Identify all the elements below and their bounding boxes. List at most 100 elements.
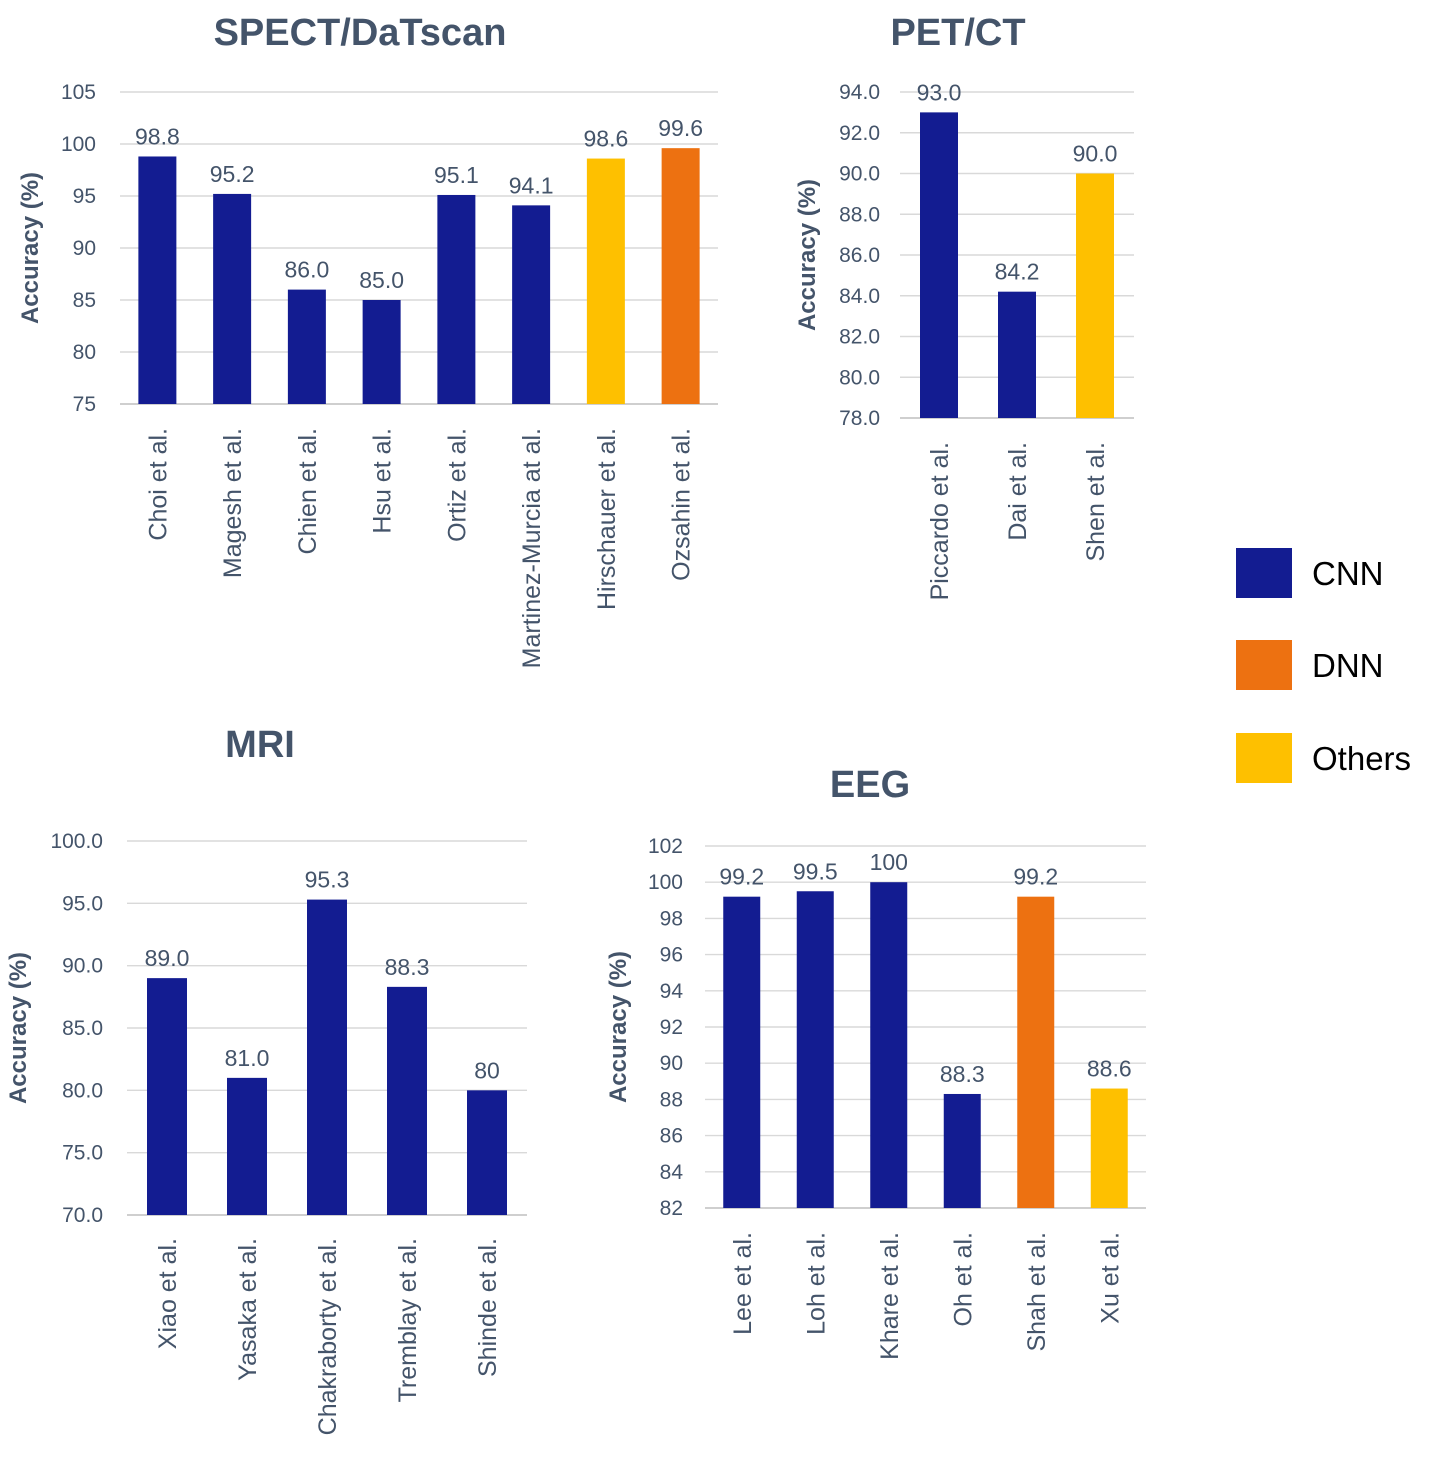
y-tick-label: 94 <box>660 980 684 1003</box>
data-label: 99.6 <box>658 115 703 141</box>
category-label: Shinde et al. <box>474 1238 502 1377</box>
category-label: Hsu et al. <box>369 428 397 534</box>
y-axis-title: Accuracy (%) <box>5 952 32 1104</box>
bar <box>723 896 761 1208</box>
category-label: Chien et al. <box>294 428 322 554</box>
data-label: 84.2 <box>995 259 1040 285</box>
y-axis-title: Accuracy (%) <box>794 179 821 331</box>
category-label: Tremblay et al. <box>394 1238 422 1402</box>
bar <box>920 112 958 418</box>
y-axis-title: Accuracy (%) <box>605 951 632 1103</box>
data-label: 95.1 <box>434 162 479 188</box>
category-label: Piccardo et al. <box>926 442 954 600</box>
data-label: 88.3 <box>940 1061 985 1087</box>
y-tick-label: 82.0 <box>839 326 880 349</box>
category-label: Yasaka et al. <box>234 1238 262 1381</box>
bar <box>512 205 551 404</box>
category-label: Loh et al. <box>802 1232 830 1335</box>
chart-title: EEG <box>830 764 910 806</box>
category-label: Oh et al. <box>949 1232 977 1327</box>
y-tick-label: 105 <box>61 81 96 104</box>
category-label: Choi et al. <box>144 428 172 541</box>
data-label: 88.3 <box>385 954 430 980</box>
y-tick-label: 80.0 <box>62 1079 103 1102</box>
bar <box>796 891 834 1208</box>
chart-title: PET/CT <box>890 12 1025 54</box>
y-tick-label: 75.0 <box>62 1142 103 1165</box>
y-tick-label: 95 <box>73 185 96 208</box>
y-tick-label: 80.0 <box>839 366 880 389</box>
bar <box>362 300 401 404</box>
y-tick-label: 84 <box>660 1161 684 1184</box>
bar <box>998 291 1036 418</box>
bar <box>227 1077 267 1215</box>
bar <box>586 158 625 404</box>
y-tick-label: 90.0 <box>62 955 103 978</box>
data-label: 98.6 <box>583 126 628 152</box>
y-tick-label: 85 <box>73 289 96 312</box>
data-label: 88.6 <box>1087 1056 1132 1082</box>
bar <box>437 194 476 404</box>
y-tick-label: 98 <box>660 907 683 930</box>
category-label: Dai et al. <box>1004 442 1032 541</box>
bar <box>943 1093 981 1208</box>
y-tick-label: 100.0 <box>50 830 103 853</box>
data-label: 99.2 <box>1013 864 1058 890</box>
y-tick-label: 90 <box>660 1052 683 1075</box>
legend-item-cnn: CNN <box>1236 548 1384 598</box>
category-label: Xiao et al. <box>154 1238 182 1349</box>
chart-1: 78.0 80.0 82.0 84.0 86.0 88.0 90.0 92.0 94.0 93.0… <box>794 12 1134 600</box>
legend-item-others: Others <box>1236 733 1411 783</box>
y-tick-label: 100 <box>648 871 683 894</box>
legend-label: Others <box>1312 740 1411 777</box>
category-label: Xu et al. <box>1096 1232 1124 1324</box>
y-tick-label: 88.0 <box>839 203 880 226</box>
bar <box>387 986 427 1215</box>
bar <box>147 978 187 1215</box>
legend-item-dnn: DNN <box>1236 640 1384 690</box>
data-label: 98.8 <box>135 123 180 149</box>
bar <box>1090 1088 1128 1208</box>
bar <box>870 882 908 1208</box>
y-tick-label: 100 <box>61 133 96 156</box>
y-tick-label: 95.0 <box>62 892 103 915</box>
data-label: 85.0 <box>359 267 404 293</box>
category-label: Chakraborty et al. <box>314 1238 342 1435</box>
category-label: Hirschauer et al. <box>593 428 621 610</box>
legend-swatch <box>1236 733 1292 783</box>
chart-title: MRI <box>225 724 295 766</box>
data-label: 99.5 <box>793 858 838 884</box>
data-label: 89.0 <box>145 945 190 971</box>
legend-label: DNN <box>1312 647 1384 684</box>
bar <box>661 148 700 404</box>
y-tick-label: 102 <box>648 835 683 858</box>
legend: CNN DNN Others <box>1236 548 1411 783</box>
category-label: Ortiz et al. <box>443 428 471 542</box>
data-label: 94.1 <box>509 172 554 198</box>
chart-3: 82 84 86 88 90 92 94 96 98 100 102 99.2 Lee et al. 99… <box>605 764 1146 1360</box>
bar <box>307 899 347 1215</box>
data-label: 81.0 <box>225 1045 270 1071</box>
bar <box>1076 173 1114 418</box>
legend-swatch <box>1236 548 1292 598</box>
y-tick-label: 85.0 <box>62 1017 103 1040</box>
category-label: Khare et al. <box>876 1232 904 1360</box>
y-tick-label: 86.0 <box>839 244 880 267</box>
bar <box>467 1090 507 1215</box>
data-label: 95.3 <box>305 867 350 893</box>
data-label: 86.0 <box>284 257 329 283</box>
category-label: Lee et al. <box>729 1232 757 1335</box>
bar <box>287 289 326 404</box>
y-tick-label: 92.0 <box>839 122 880 145</box>
bar <box>1017 896 1055 1208</box>
bar <box>213 193 252 404</box>
data-label: 90.0 <box>1073 141 1118 167</box>
y-tick-label: 94.0 <box>839 81 880 104</box>
category-label: Magesh et al. <box>219 428 247 578</box>
y-axis-title: Accuracy (%) <box>17 172 44 324</box>
chart-title: SPECT/DaTscan <box>214 12 507 54</box>
category-label: Shen et al. <box>1082 442 1110 562</box>
y-tick-label: 90 <box>73 237 96 260</box>
y-tick-label: 78.0 <box>839 407 880 430</box>
